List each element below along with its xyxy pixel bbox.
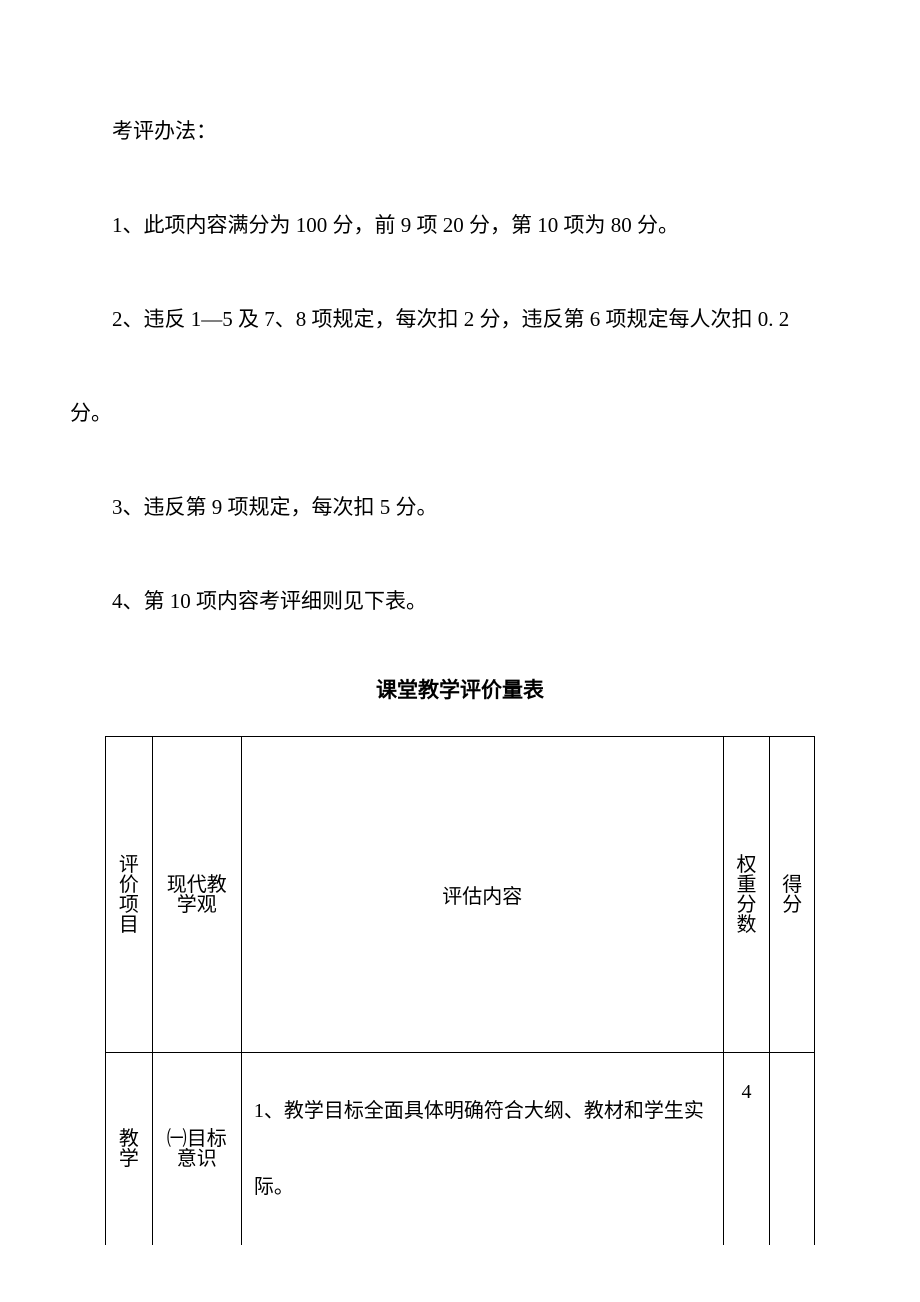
row1-col1: 教 学 bbox=[106, 1053, 153, 1246]
evaluation-table: 评 价 项 目 现代教 学观 评估内容 权 重 分 数 得 分 bbox=[105, 736, 815, 1245]
row1-col2-line1: ㈠目标 bbox=[167, 1129, 227, 1149]
item2-paragraph: 2、违反 1—5 及 7、8 项规定，每次扣 2 分，违反第 6 项规定每人次扣… bbox=[70, 298, 850, 434]
document-body: 考评办法： 1、此项内容满分为 100 分，前 9 项 20 分，第 10 项为… bbox=[70, 110, 850, 622]
table-header-row: 评 价 项 目 现代教 学观 评估内容 权 重 分 数 得 分 bbox=[106, 737, 815, 1053]
row1-col1-char2: 学 bbox=[119, 1149, 139, 1169]
table-data-row1: 教 学 ㈠目标 意识 1、教学目标全面具体明确符合大纲、教材和学生实际。 4 bbox=[106, 1053, 815, 1246]
item4-paragraph: 4、第 10 项内容考评细则见下表。 bbox=[70, 580, 850, 622]
table-title: 课堂教学评价量表 bbox=[70, 674, 850, 704]
header-col2: 现代教 学观 bbox=[152, 737, 241, 1053]
item3-paragraph: 3、违反第 9 项规定，每次扣 5 分。 bbox=[70, 486, 850, 528]
header-col5: 得 分 bbox=[770, 737, 815, 1053]
header-col2-line2: 学观 bbox=[177, 895, 217, 915]
row1-col2-line2: 意识 bbox=[177, 1149, 217, 1169]
header-col1-char4: 目 bbox=[119, 915, 139, 935]
header-col1-char3: 项 bbox=[119, 895, 139, 915]
header-col4-char3: 分 bbox=[737, 895, 757, 915]
header-col3: 评估内容 bbox=[241, 737, 723, 1053]
header-col1-char2: 价 bbox=[119, 875, 139, 895]
row1-col3-content: 1、教学目标全面具体明确符合大纲、教材和学生实际。 bbox=[242, 1053, 723, 1245]
header-col4-char4: 数 bbox=[737, 915, 757, 935]
row1-col3: 1、教学目标全面具体明确符合大纲、教材和学生实际。 bbox=[241, 1053, 723, 1246]
heading-paragraph: 考评办法： bbox=[70, 110, 850, 152]
row1-col2: ㈠目标 意识 bbox=[152, 1053, 241, 1246]
header-col4: 权 重 分 数 bbox=[723, 737, 770, 1053]
item2-line1: 2、违反 1—5 及 7、8 项规定，每次扣 2 分，违反第 6 项规定每人次扣… bbox=[70, 298, 850, 340]
header-col4-char1: 权 bbox=[737, 855, 757, 875]
item1-paragraph: 1、此项内容满分为 100 分，前 9 项 20 分，第 10 项为 80 分。 bbox=[70, 204, 850, 246]
item2-line2: 分。 bbox=[70, 392, 850, 434]
row1-col5 bbox=[770, 1053, 815, 1246]
header-col5-char1: 得 bbox=[782, 875, 802, 895]
header-col1: 评 价 项 目 bbox=[106, 737, 153, 1053]
header-col1-char1: 评 bbox=[119, 855, 139, 875]
row1-col4: 4 bbox=[723, 1053, 770, 1246]
header-col5-char2: 分 bbox=[782, 895, 802, 915]
header-col4-char2: 重 bbox=[737, 875, 757, 895]
header-col2-line1: 现代教 bbox=[167, 875, 227, 895]
row1-col1-char1: 教 bbox=[119, 1129, 139, 1149]
